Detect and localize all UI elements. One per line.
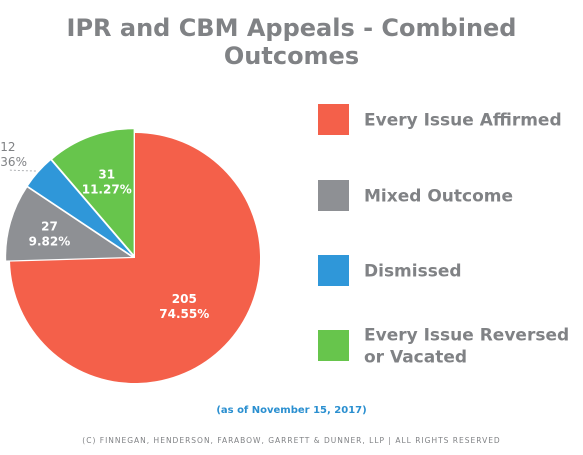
legend-swatch [318,255,349,286]
legend-label: Every Issue Reversed [364,326,569,346]
pie-slice-every-issue-affirmed [10,133,260,383]
legend-label: Every Issue Affirmed [364,111,562,131]
slice-value-label: 31 [98,168,115,182]
slice-percent-label: 74.55% [159,307,209,321]
copyright-notice: (C) FINNEGAN, HENDERSON, FARABOW, GARRET… [82,436,501,445]
legend-label: or Vacated [364,348,467,368]
legend-swatch [318,104,349,135]
slice-percent-label: 4.36% [0,155,27,169]
as-of-note: (as of November 15, 2017) [216,405,367,416]
slice-percent-label: 9.82% [29,234,71,248]
legend-swatch [318,330,349,361]
slice-value-label: 27 [41,219,58,233]
pie-slice-dismissed [28,160,133,256]
legend-swatch [318,180,349,211]
pie-slice-mixed-outcome [6,187,132,261]
slice-value-label: 12 [0,140,15,154]
pie-slice-every-issue-reversed-or-vacated [52,129,134,255]
leader-line [9,169,38,172]
legend-label: Mixed Outcome [364,187,513,207]
slice-percent-label: 11.27% [82,183,132,197]
legend-label: Dismissed [364,262,462,282]
chart-title: IPR and CBM Appeals - Combined Outcomes [66,14,517,70]
slice-value-label: 205 [172,292,197,306]
